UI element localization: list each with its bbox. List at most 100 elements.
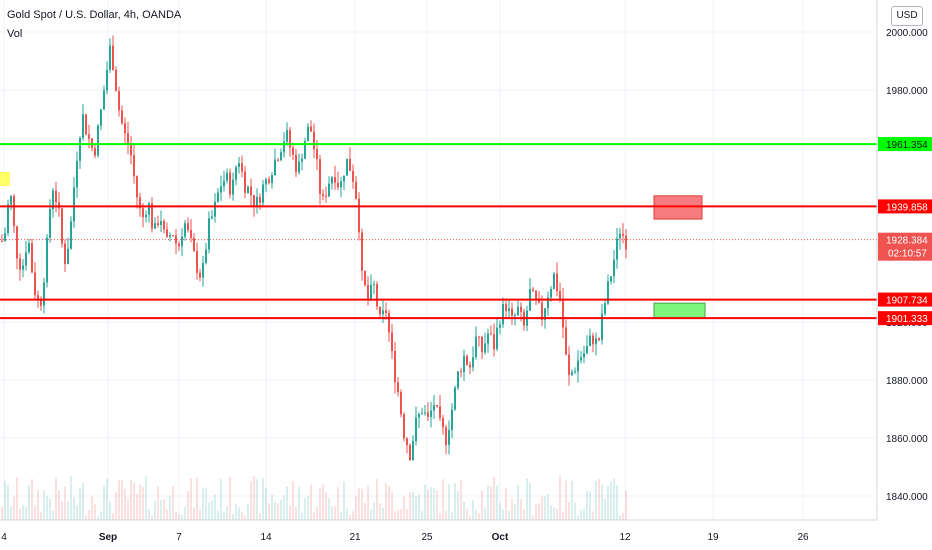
volume-bar xyxy=(187,490,189,520)
candle-body xyxy=(448,430,450,446)
volume-bar xyxy=(613,478,615,520)
candle-body xyxy=(583,353,585,358)
volume-bar xyxy=(79,488,81,520)
candle-body xyxy=(514,315,516,317)
candle-body xyxy=(478,336,480,338)
volume-bar xyxy=(61,501,63,520)
volume-bar xyxy=(238,507,240,520)
candle-body xyxy=(499,324,501,328)
volume-bar xyxy=(478,513,480,520)
x-tick-label: 4 xyxy=(1,532,7,543)
countdown-label: 02:10:57 xyxy=(888,249,927,260)
candle-body xyxy=(337,182,339,188)
candle-body xyxy=(268,179,270,184)
candle-body xyxy=(517,306,519,316)
candle-body xyxy=(427,412,429,417)
volume-bar xyxy=(211,500,213,520)
candle-body xyxy=(400,392,402,415)
candle-body xyxy=(196,251,198,273)
volume-bar xyxy=(520,499,522,520)
volume-bar xyxy=(202,487,204,520)
candle-body xyxy=(565,327,567,355)
candle-body xyxy=(163,220,165,230)
candle-body xyxy=(259,197,261,203)
volume-bar xyxy=(310,484,312,520)
candle-body xyxy=(334,177,336,183)
volume-bar xyxy=(304,497,306,520)
volume-bar xyxy=(337,487,339,520)
volume-bar xyxy=(616,485,618,520)
level-price-label: 1961.354 xyxy=(886,140,928,151)
candle-body xyxy=(16,226,18,259)
volume-bar xyxy=(379,503,381,520)
time-axis-bg xyxy=(0,521,877,550)
candle-body xyxy=(412,440,414,460)
candle-body xyxy=(169,235,171,237)
volume-bar xyxy=(70,476,72,520)
candle-body xyxy=(538,299,540,303)
volume-bar xyxy=(49,498,51,520)
volume-bar xyxy=(457,491,459,520)
volume-bar xyxy=(397,510,399,520)
volume-bar xyxy=(262,478,264,520)
y-tick-label: 1980.000 xyxy=(886,86,928,97)
candle-body xyxy=(460,371,462,373)
candle-body xyxy=(208,218,210,250)
volume-bar xyxy=(619,515,621,520)
candle-body xyxy=(439,406,441,419)
candle-body xyxy=(364,270,366,286)
candle-body xyxy=(49,208,51,238)
volume-bar xyxy=(22,504,24,520)
volume-bar xyxy=(256,479,258,520)
candle-body xyxy=(301,158,303,162)
candle-body xyxy=(319,159,321,194)
candle-body xyxy=(520,306,522,312)
volume-bar xyxy=(214,494,216,520)
volume-bar xyxy=(91,496,93,520)
candle-body xyxy=(283,141,285,153)
candle-body xyxy=(373,284,375,286)
volume-bar xyxy=(295,507,297,520)
currency-button[interactable]: USD xyxy=(891,6,923,26)
candle-body xyxy=(211,216,213,219)
volume-bar xyxy=(4,480,6,520)
volume-bar xyxy=(7,484,9,520)
volume-bar xyxy=(196,477,198,520)
volume-bar xyxy=(226,506,228,520)
candle-body xyxy=(451,409,453,431)
candle-body xyxy=(61,208,63,244)
volume-bar xyxy=(178,514,180,520)
candle-body xyxy=(19,258,21,270)
volume-bar xyxy=(199,509,201,520)
candle-body xyxy=(535,290,537,300)
candle-body xyxy=(181,236,183,247)
candle-body xyxy=(586,346,588,354)
volume-bar xyxy=(421,511,423,520)
volume-bar xyxy=(517,484,519,520)
candle-body xyxy=(604,303,606,314)
volume-bar xyxy=(298,486,300,520)
candle-body xyxy=(247,186,249,193)
chart-title: Gold Spot / U.S. Dollar, 4h, OANDA xyxy=(7,9,182,21)
candle-body xyxy=(286,130,288,142)
volume-bar xyxy=(436,490,438,520)
x-tick-label: 19 xyxy=(707,532,719,543)
level-price-tag xyxy=(878,199,932,214)
candle-body xyxy=(496,327,498,350)
candle-body xyxy=(106,69,108,91)
candle-body xyxy=(64,243,66,265)
volume-bar xyxy=(160,500,162,520)
candle-body xyxy=(358,198,360,233)
candle-body xyxy=(121,110,123,124)
candle-body xyxy=(622,233,624,236)
volume-bar xyxy=(250,481,252,520)
candle-body xyxy=(562,299,564,328)
volume-bar xyxy=(94,504,96,520)
candle-body xyxy=(370,284,372,299)
volume-bar xyxy=(283,495,285,520)
volume-bar xyxy=(622,513,624,520)
candle-body xyxy=(199,272,201,278)
volume-bar xyxy=(244,515,246,520)
x-tick-label: 21 xyxy=(349,532,361,543)
